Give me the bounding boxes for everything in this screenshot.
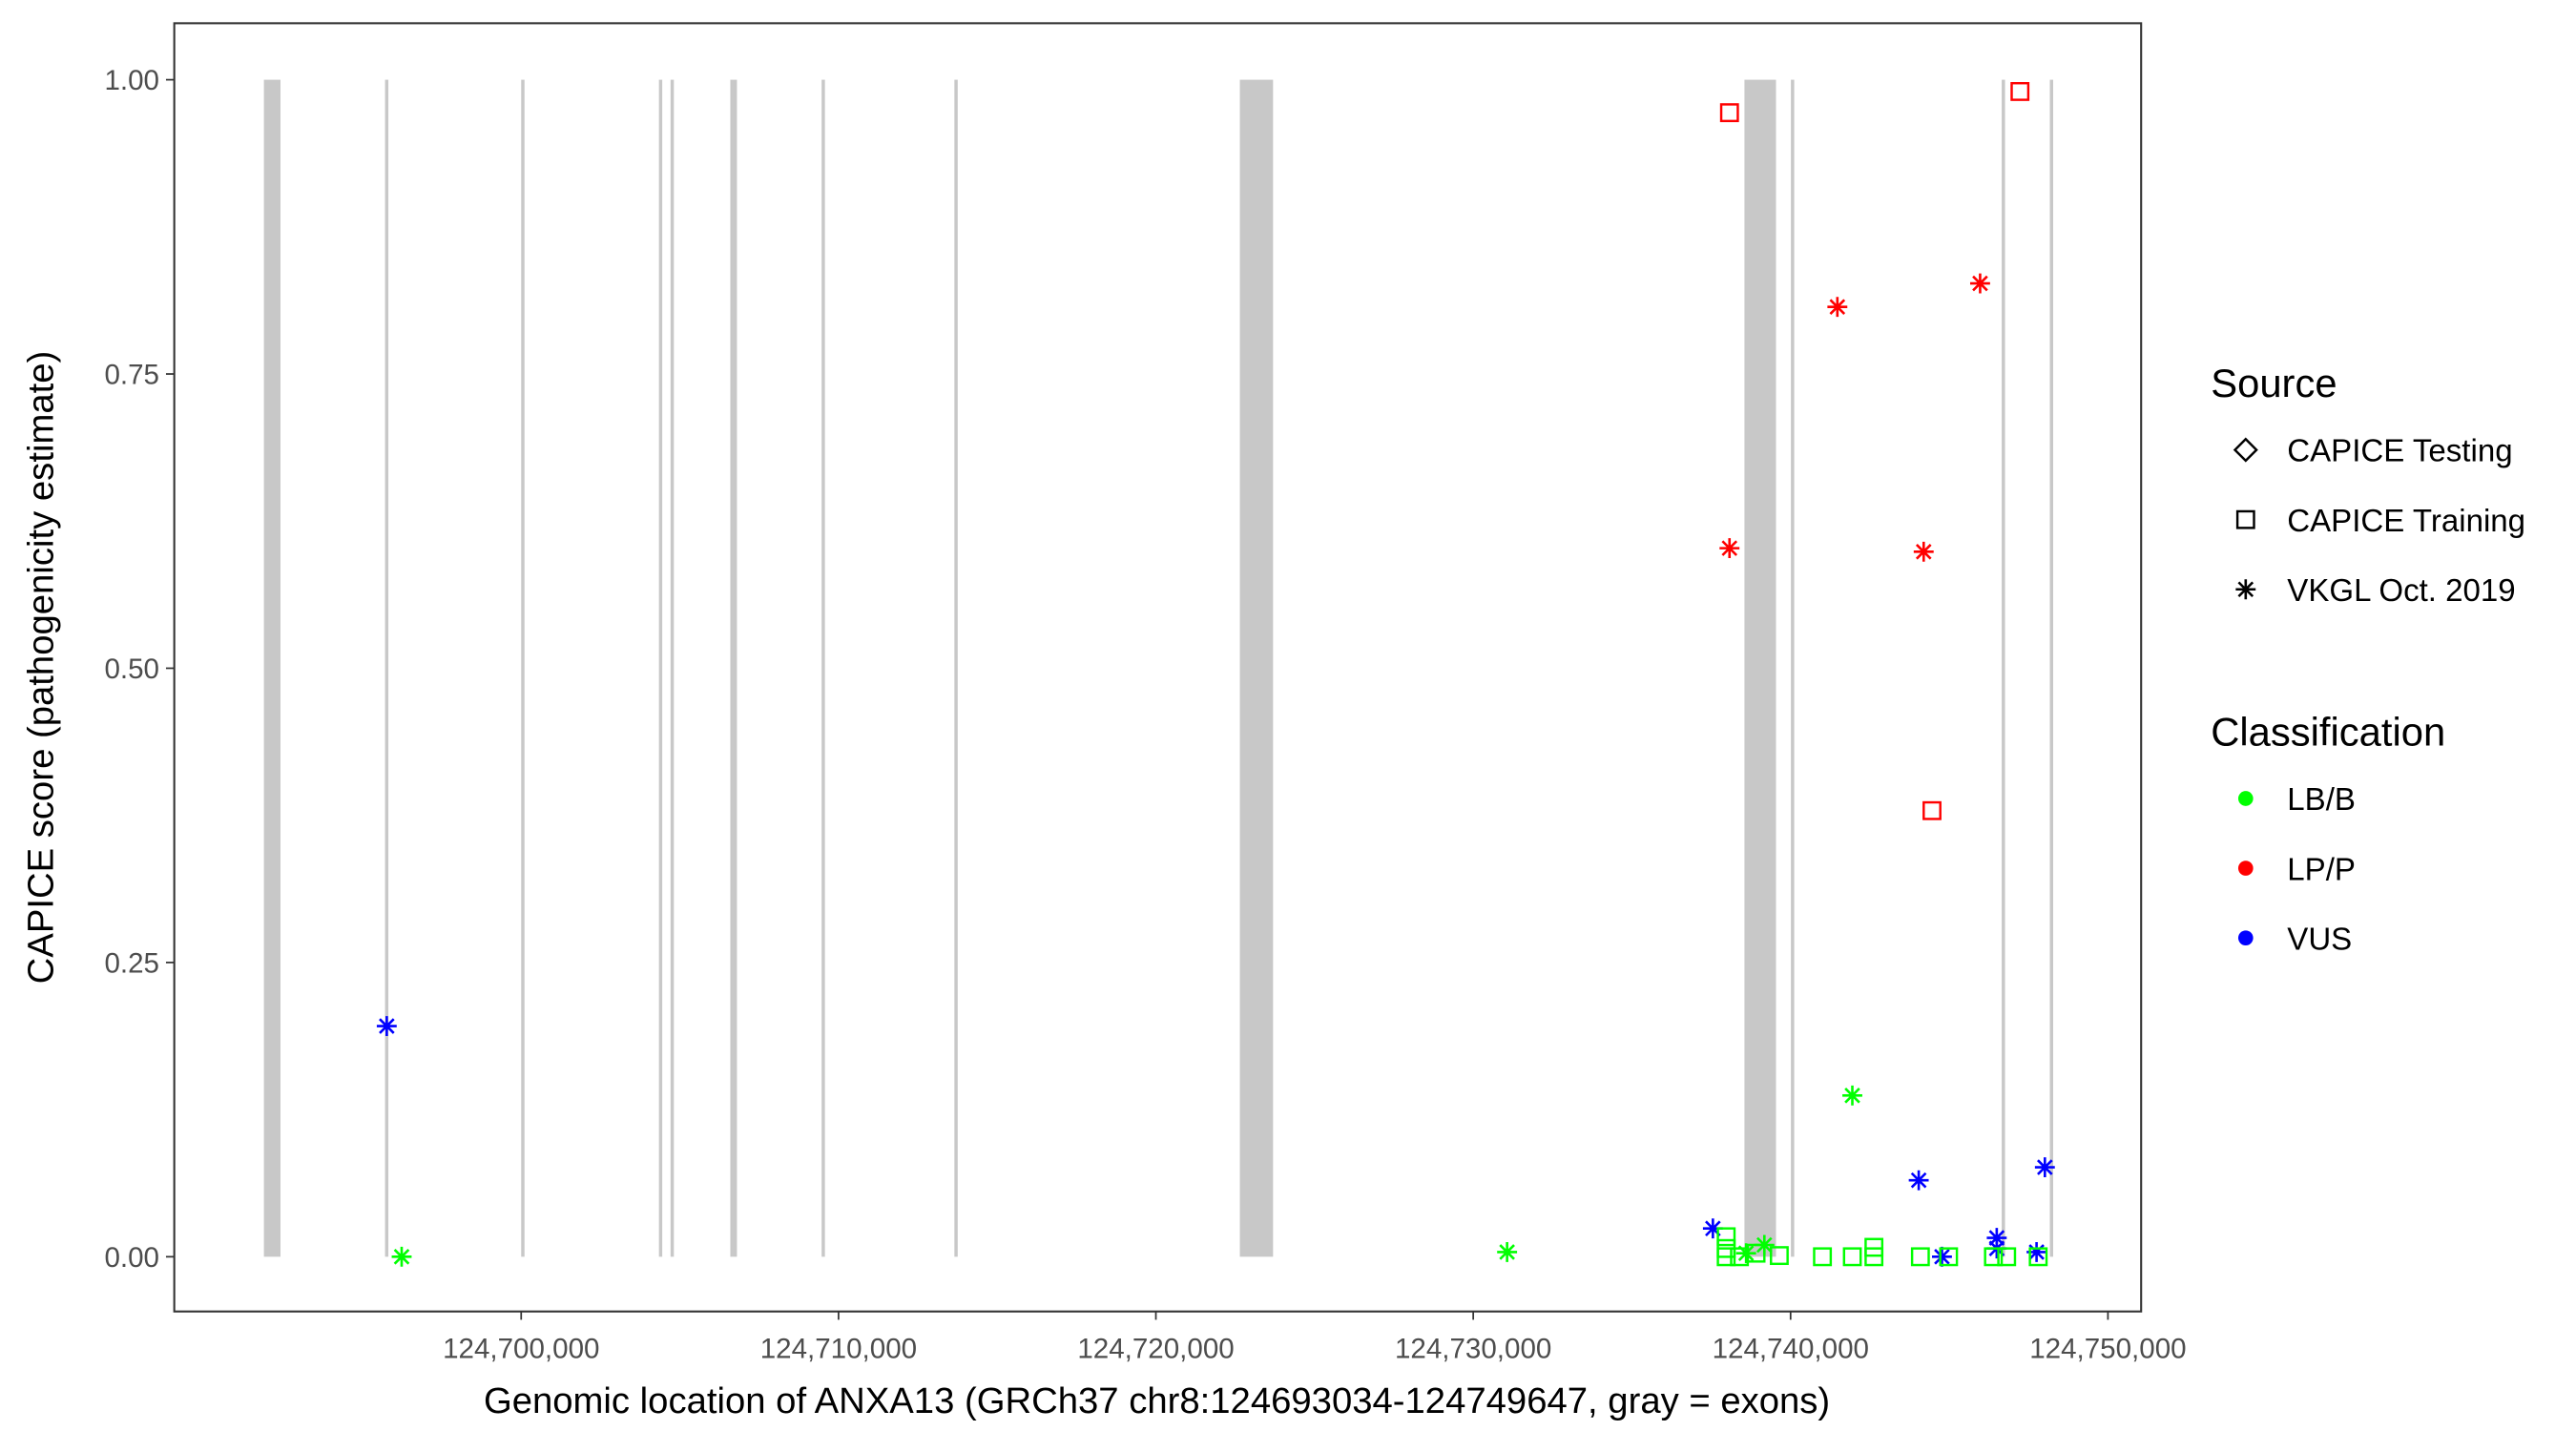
point — [1922, 800, 1942, 820]
exon — [1791, 79, 1795, 1257]
point — [1716, 1227, 1736, 1247]
point — [1864, 1247, 1884, 1267]
point — [2026, 1241, 2047, 1262]
point — [1910, 1247, 1930, 1267]
legend-key — [2237, 791, 2254, 806]
point — [1716, 1247, 1736, 1267]
point — [1735, 1243, 1756, 1264]
point — [1719, 103, 1739, 123]
point — [1939, 1247, 1959, 1267]
x-tick-label: 124,740,000 — [1713, 1333, 1869, 1364]
point — [1827, 297, 1848, 318]
legend-key — [2235, 579, 2256, 600]
point — [1984, 1247, 2004, 1267]
plot-panel — [173, 22, 2143, 1313]
x-tick-label: 124,730,000 — [1395, 1333, 1551, 1364]
exon — [670, 79, 675, 1257]
point — [1842, 1247, 1862, 1267]
point — [1908, 1170, 1929, 1191]
y-tick-label: 0.00 — [104, 1242, 159, 1274]
plot-layer — [263, 79, 2055, 1267]
point — [1746, 1243, 1766, 1263]
exon — [954, 79, 958, 1257]
legend-title: Source — [2211, 361, 2337, 405]
point — [1770, 1246, 1789, 1266]
legend-title: Classification — [2211, 709, 2445, 754]
exon — [1744, 79, 1776, 1257]
exon — [384, 79, 389, 1257]
point — [376, 1016, 397, 1036]
exon — [821, 79, 825, 1257]
exon — [2049, 79, 2053, 1257]
point — [1986, 1228, 2007, 1249]
y-tick-label: 1.00 — [104, 65, 159, 96]
exon — [2002, 79, 2005, 1257]
legend-label: LP/P — [2287, 852, 2356, 887]
x-axis-title: Genomic location of ANXA13 (GRCh37 chr8:… — [484, 1380, 1830, 1421]
point — [1702, 1218, 1723, 1239]
legend-label: VKGL Oct. 2019 — [2287, 573, 2515, 609]
legend-key — [2237, 930, 2254, 946]
exon — [730, 79, 734, 1257]
exon — [733, 79, 737, 1257]
legend-key — [2237, 861, 2254, 876]
legend-label: VUS — [2287, 922, 2352, 957]
point — [1932, 1246, 1952, 1267]
exon — [658, 79, 663, 1257]
point — [1969, 273, 1990, 294]
exon — [521, 79, 525, 1257]
x-tick-label: 124,700,000 — [443, 1333, 599, 1364]
legend-label: LB/B — [2287, 782, 2356, 818]
y-tick-label: 0.25 — [104, 947, 159, 979]
y-tick-label: 0.50 — [104, 653, 159, 685]
point — [2010, 82, 2030, 101]
legend-label: CAPICE Training — [2287, 504, 2525, 539]
point — [1913, 541, 1934, 562]
point — [1497, 1241, 1518, 1262]
legend-key — [2235, 509, 2255, 529]
y-tick-label: 0.75 — [104, 359, 159, 390]
point — [1842, 1085, 1862, 1106]
point — [391, 1246, 412, 1267]
point — [1719, 538, 1740, 559]
exon — [263, 79, 280, 1257]
x-tick-label: 124,710,000 — [760, 1333, 917, 1364]
legend-key — [2233, 437, 2258, 463]
point — [2034, 1157, 2055, 1178]
y-axis-title: CAPICE score (pathogenicity estimate) — [21, 351, 62, 985]
exon — [1239, 79, 1274, 1257]
legend-label: CAPICE Testing — [2287, 434, 2512, 469]
x-tick-label: 124,720,000 — [1077, 1333, 1234, 1364]
x-tick-label: 124,750,000 — [2029, 1333, 2186, 1364]
point — [1813, 1247, 1833, 1267]
point — [2028, 1247, 2048, 1267]
point — [1997, 1247, 2017, 1267]
